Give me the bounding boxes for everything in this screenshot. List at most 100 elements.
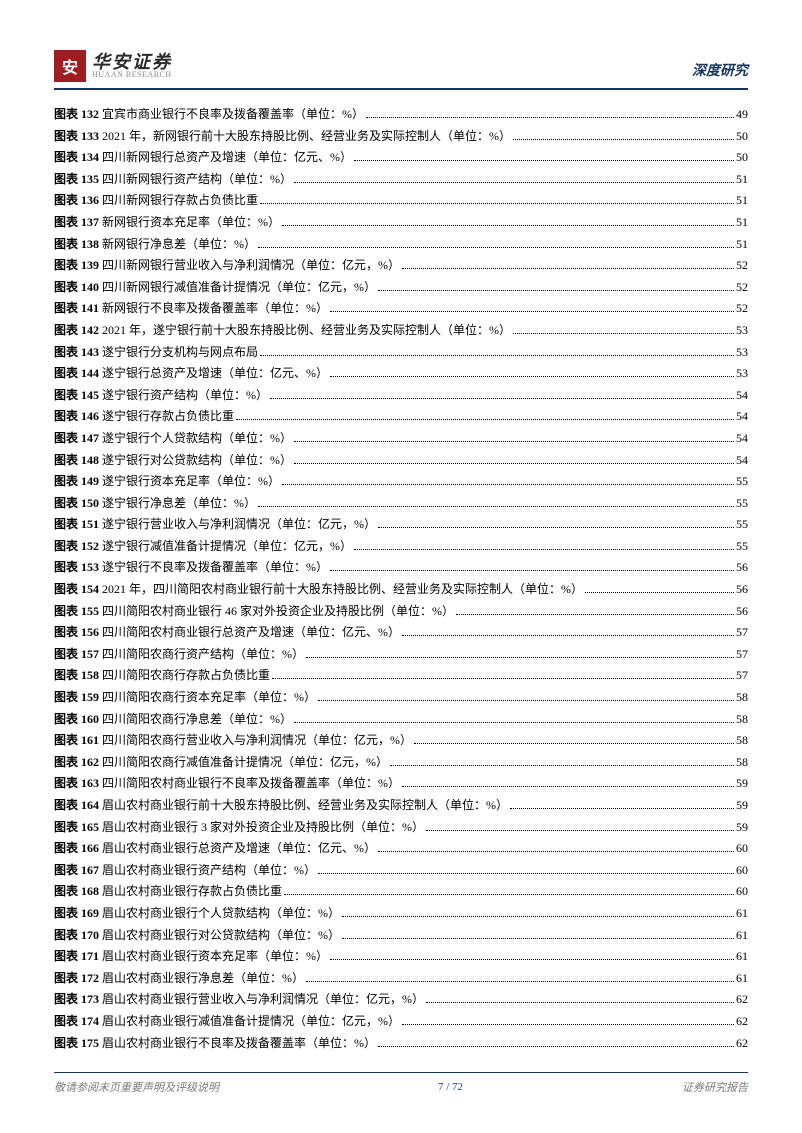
toc-entry: 图表 150 遂宁银行净息差（单位：%） 55 (54, 493, 748, 515)
toc-entry-page: 61 (736, 925, 748, 947)
toc-leader-dots (378, 527, 734, 528)
page-footer: 敬请参阅末页重要声明及评级说明 7 / 72 证券研究报告 (54, 1072, 748, 1095)
toc-entry: 图表 153 遂宁银行不良率及拨备覆盖率（单位：%） 56 (54, 557, 748, 579)
toc-entry-page: 55 (736, 493, 748, 515)
toc-entry-label: 图表 172 眉山农村商业银行净息差（单位：%） (54, 968, 304, 990)
toc-entry-page: 51 (736, 212, 748, 234)
toc-leader-dots (270, 398, 734, 399)
toc-entry-page: 53 (736, 342, 748, 364)
toc-entry: 图表 145 遂宁银行资产结构（单位：%） 54 (54, 385, 748, 407)
footer-right: 证券研究报告 (682, 1079, 748, 1095)
toc-leader-dots (342, 938, 734, 939)
toc-entry-label: 图表 144 遂宁银行总资产及增速（单位：亿元、%） (54, 363, 328, 385)
toc-entry-page: 56 (736, 557, 748, 579)
toc-entry-label: 图表 173 眉山农村商业银行营业收入与净利润情况（单位：亿元，%） (54, 989, 424, 1011)
toc-entry-label: 图表 138 新网银行净息差（单位：%） (54, 234, 256, 256)
toc-leader-dots (426, 830, 734, 831)
toc-leader-dots (378, 290, 734, 291)
toc-entry: 图表 137 新网银行资本充足率（单位：%） 51 (54, 212, 748, 234)
toc-entry-page: 58 (736, 730, 748, 752)
toc-entry-page: 61 (736, 946, 748, 968)
toc-entry-label: 图表 162 四川简阳农商行减值准备计提情况（单位：亿元，%） (54, 752, 388, 774)
toc-leader-dots (294, 463, 734, 464)
toc-leader-dots (354, 160, 734, 161)
logo-text: 华安证券 HUAAN RESEARCH (92, 53, 172, 79)
toc-entry: 图表 175 眉山农村商业银行不良率及拨备覆盖率（单位：%） 62 (54, 1033, 748, 1055)
toc-entry-label: 图表 145 遂宁银行资产结构（单位：%） (54, 385, 268, 407)
toc-entry-page: 62 (736, 989, 748, 1011)
toc-entry-page: 54 (736, 406, 748, 428)
toc-entry-label: 图表 158 四川简阳农商行存款占负债比重 (54, 665, 270, 687)
toc-leader-dots (330, 311, 734, 312)
toc-leader-dots (510, 808, 734, 809)
toc-entry-label: 图表 166 眉山农村商业银行总资产及增速（单位：亿元、%） (54, 838, 376, 860)
toc-leader-dots (282, 225, 734, 226)
toc-entry-page: 62 (736, 1033, 748, 1055)
toc-entry-label: 图表 140 四川新网银行减值准备计提情况（单位：亿元，%） (54, 277, 376, 299)
toc-entry-label: 图表 143 遂宁银行分支机构与网点布局 (54, 342, 258, 364)
header-category: 深度研究 (692, 60, 748, 82)
toc-entry-page: 60 (736, 860, 748, 882)
toc-entry-page: 62 (736, 1011, 748, 1033)
toc-entry: 图表 160 四川简阳农商行净息差（单位：%） 58 (54, 709, 748, 731)
toc-leader-dots (378, 851, 734, 852)
toc-entry-page: 55 (736, 471, 748, 493)
toc-entry-label: 图表 174 眉山农村商业银行减值准备计提情况（单位：亿元，%） (54, 1011, 400, 1033)
toc-leader-dots (236, 419, 734, 420)
toc-leader-dots (342, 916, 734, 917)
toc-leader-dots (378, 1046, 734, 1047)
toc-leader-dots (282, 484, 734, 485)
toc-entry: 图表 135 四川新网银行资产结构（单位：%） 51 (54, 169, 748, 191)
logo-icon: 安 (54, 50, 86, 82)
toc-entry-page: 54 (736, 428, 748, 450)
toc-leader-dots (390, 765, 734, 766)
toc-entry: 图表 148 遂宁银行对公贷款结构（单位：%） 54 (54, 450, 748, 472)
toc-entry: 图表 138 新网银行净息差（单位：%） 51 (54, 234, 748, 256)
toc-entry-label: 图表 169 眉山农村商业银行个人贷款结构（单位：%） (54, 903, 340, 925)
toc-leader-dots (284, 894, 734, 895)
toc-entry-label: 图表 149 遂宁银行资本充足率（单位：%） (54, 471, 280, 493)
toc-entry: 图表 172 眉山农村商业银行净息差（单位：%） 61 (54, 968, 748, 990)
toc-entry-page: 51 (736, 234, 748, 256)
toc-leader-dots (402, 1024, 734, 1025)
toc-entry-label: 图表 153 遂宁银行不良率及拨备覆盖率（单位：%） (54, 557, 328, 579)
toc-leader-dots (318, 700, 734, 701)
toc-entry-label: 图表 141 新网银行不良率及拨备覆盖率（单位：%） (54, 298, 328, 320)
toc-entry: 图表 133 2021 年，新网银行前十大股东持股比例、经营业务及实际控制人（单… (54, 126, 748, 148)
toc-entry: 图表 132 宜宾市商业银行不良率及拨备覆盖率（单位：%） 49 (54, 104, 748, 126)
toc-entry-label: 图表 150 遂宁银行净息差（单位：%） (54, 493, 256, 515)
toc-entry-page: 51 (736, 190, 748, 212)
toc-entry: 图表 169 眉山农村商业银行个人贷款结构（单位：%） 61 (54, 903, 748, 925)
toc-entry: 图表 162 四川简阳农商行减值准备计提情况（单位：亿元，%） 58 (54, 752, 748, 774)
toc-entry: 图表 171 眉山农村商业银行资本充足率（单位：%） 61 (54, 946, 748, 968)
toc-entry-label: 图表 168 眉山农村商业银行存款占负债比重 (54, 881, 282, 903)
toc-entry-label: 图表 159 四川简阳农商行资本充足率（单位：%） (54, 687, 316, 709)
toc-entry: 图表 139 四川新网银行营业收入与净利润情况（单位：亿元，%） 52 (54, 255, 748, 277)
toc-entry-page: 52 (736, 255, 748, 277)
toc-leader-dots (294, 722, 734, 723)
toc-entry: 图表 156 四川简阳农村商业银行总资产及增速（单位：亿元、%） 57 (54, 622, 748, 644)
toc-entry: 图表 149 遂宁银行资本充足率（单位：%） 55 (54, 471, 748, 493)
toc-entry-label: 图表 142 2021 年，遂宁银行前十大股东持股比例、经营业务及实际控制人（单… (54, 320, 511, 342)
toc-leader-dots (354, 549, 734, 550)
toc-leader-dots (402, 635, 734, 636)
toc-entry: 图表 146 遂宁银行存款占负债比重 54 (54, 406, 748, 428)
toc-entry-label: 图表 175 眉山农村商业银行不良率及拨备覆盖率（单位：%） (54, 1033, 376, 1055)
toc-entry-label: 图表 154 2021 年，四川简阳农村商业银行前十大股东持股比例、经营业务及实… (54, 579, 583, 601)
toc-entry-label: 图表 148 遂宁银行对公贷款结构（单位：%） (54, 450, 292, 472)
toc-leader-dots (318, 873, 734, 874)
toc-leader-dots (513, 139, 734, 140)
table-of-contents: 图表 132 宜宾市商业银行不良率及拨备覆盖率（单位：%） 49图表 133 2… (54, 104, 748, 1054)
toc-entry: 图表 142 2021 年，遂宁银行前十大股东持股比例、经营业务及实际控制人（单… (54, 320, 748, 342)
toc-entry-page: 55 (736, 514, 748, 536)
toc-leader-dots (260, 203, 734, 204)
toc-entry-label: 图表 134 四川新网银行总资产及增速（单位：亿元、%） (54, 147, 352, 169)
toc-entry-label: 图表 137 新网银行资本充足率（单位：%） (54, 212, 280, 234)
toc-entry-page: 55 (736, 536, 748, 558)
toc-entry-label: 图表 157 四川简阳农商行资产结构（单位：%） (54, 644, 304, 666)
toc-leader-dots (402, 268, 734, 269)
toc-entry-label: 图表 152 遂宁银行减值准备计提情况（单位：亿元，%） (54, 536, 352, 558)
footer-left: 敬请参阅末页重要声明及评级说明 (54, 1079, 219, 1095)
toc-entry-page: 50 (736, 147, 748, 169)
toc-leader-dots (456, 614, 734, 615)
